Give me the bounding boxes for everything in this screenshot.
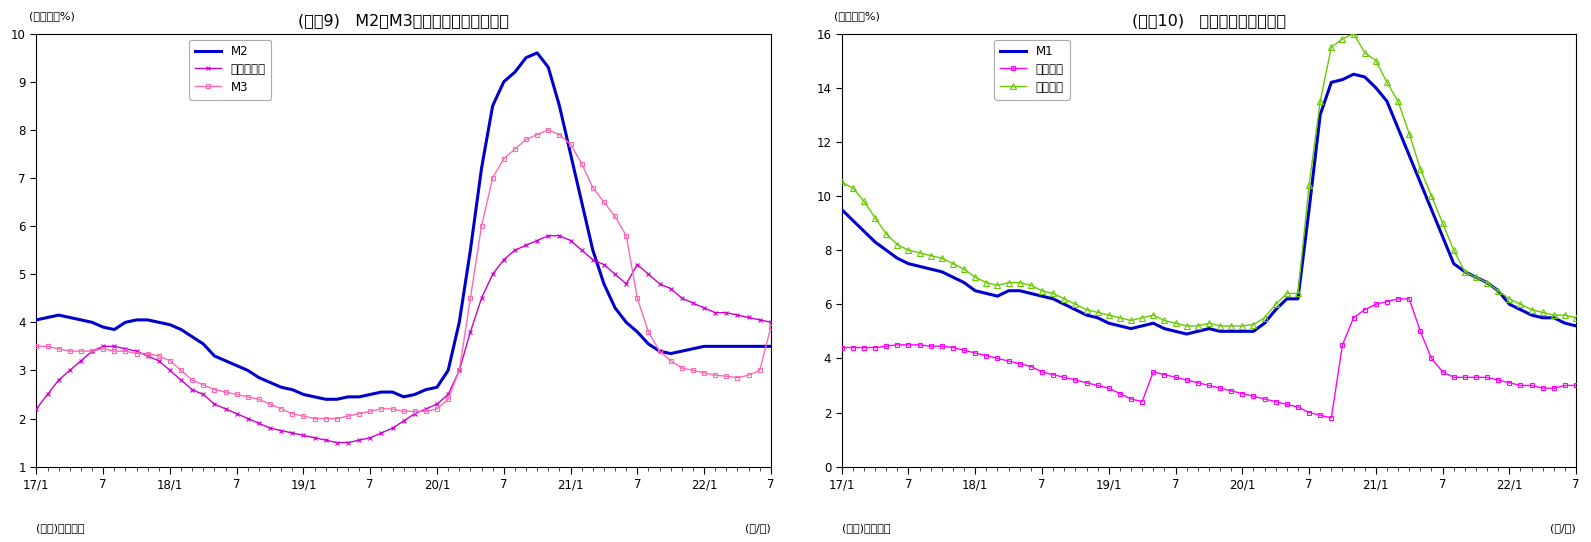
M3 [27,343,46,350]
Line: M1: M1 [842,74,1577,334]
現金通貨 [888,341,907,348]
現金通貨 [1411,328,1430,334]
M2 [83,319,102,326]
Text: (前年比、%): (前年比、%) [834,11,880,21]
Text: (資料)日本銀行: (資料)日本銀行 [842,523,891,533]
広義流動性 [762,319,781,326]
預金通貨 [1411,166,1430,172]
現金通貨 [1523,382,1542,389]
M3 [339,413,358,420]
M1 [1344,71,1363,78]
現金通貨 [1567,382,1586,389]
現金通貨 [1322,415,1341,421]
Text: (前年比、%): (前年比、%) [29,11,75,21]
M1 [1523,312,1542,318]
広義流動性 [606,271,625,278]
広義流動性 [718,309,737,316]
Title: (図袆9)   M2、M3、広義流動性の伸び率: (図袆9) M2、M3、広義流動性の伸び率 [298,14,509,28]
M1 [1567,322,1586,329]
Line: 広義流動性: 広義流動性 [33,233,773,445]
広義流動性 [328,440,347,446]
M1 [888,255,907,261]
Text: (資料)日本銀行: (資料)日本銀行 [37,523,84,533]
M2 [528,50,547,56]
預金通貨 [1133,314,1152,321]
M3 [762,324,781,331]
現金通貨 [1389,295,1408,302]
預金通貨 [1523,306,1542,313]
Title: (図袆10)   現金・預金の伸び率: (図袆10) 現金・預金の伸び率 [1131,14,1286,28]
預金通貨 [1567,314,1586,321]
預金通貨 [832,179,851,186]
現金通貨 [921,343,940,350]
Line: M3: M3 [33,127,773,421]
現金通貨 [832,344,851,351]
Legend: M1, 現金通貨, 預金通貨: M1, 現金通貨, 預金通貨 [994,40,1069,100]
広義流動性 [83,348,102,354]
Line: 預金通貨: 預金通貨 [838,30,1580,329]
M2 [317,396,336,403]
預金通貨 [1344,30,1363,37]
Line: 現金通貨: 現金通貨 [840,296,1578,421]
広義流動性 [539,233,558,239]
預金通貨 [1166,320,1185,326]
M3 [83,348,102,354]
M1 [1177,331,1196,337]
M3 [372,405,391,412]
現金通貨 [1133,398,1152,405]
M2 [718,343,737,350]
M3 [116,348,135,354]
M3 [718,373,737,379]
M1 [1411,179,1430,186]
預金通貨 [921,252,940,259]
M2 [606,305,625,311]
M2 [762,343,781,350]
広義流動性 [116,345,135,352]
現金通貨 [1166,374,1185,380]
預金通貨 [888,242,907,248]
M1 [832,207,851,213]
M2 [116,319,135,326]
広義流動性 [339,440,358,446]
M2 [27,317,46,323]
M1 [1166,328,1185,334]
Text: (年/月): (年/月) [745,523,772,533]
Text: (年/月): (年/月) [1550,523,1577,533]
Line: M2: M2 [37,53,772,399]
預金通貨 [1177,322,1196,329]
M3 [606,213,625,220]
M3 [539,127,558,133]
M3 [305,415,325,422]
広義流動性 [27,405,46,412]
M1 [1133,322,1152,329]
M1 [921,266,940,272]
M2 [372,389,391,395]
M2 [339,393,358,400]
Legend: M2, 広義流動性, M3: M2, 広義流動性, M3 [189,40,272,100]
広義流動性 [372,430,391,436]
